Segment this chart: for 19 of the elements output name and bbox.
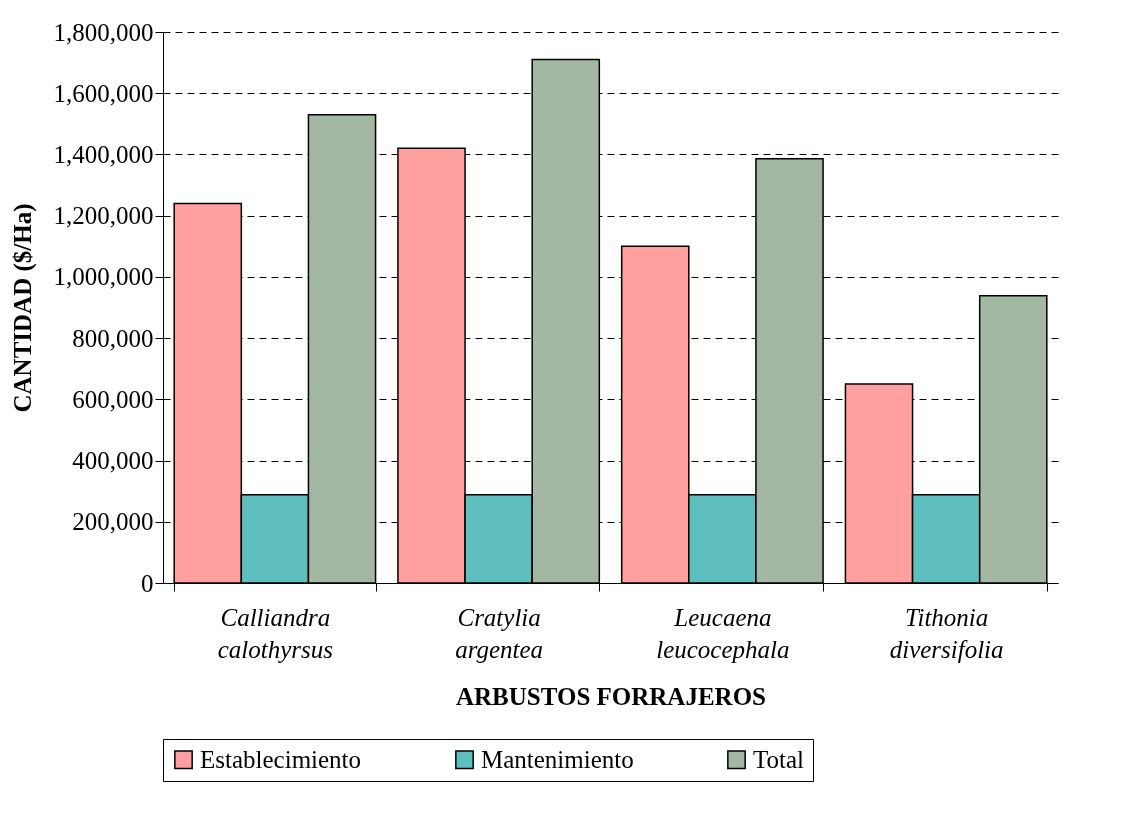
y-tick-label: 1,600,000	[53, 79, 154, 107]
y-tick-label: 1,400,000	[53, 140, 154, 168]
y-tick-label: 0	[141, 569, 154, 597]
legend-label: Mantenimiento	[481, 745, 634, 773]
x-tick-label: Leucaena leucocephala	[656, 603, 790, 663]
y-tick-label: 1,800,000	[53, 18, 154, 46]
y-tick-label: 1,200,000	[53, 202, 154, 230]
x-axis-title: ARBUSTOS FORRAJEROS	[455, 682, 767, 710]
y-tick-label: 600,000	[72, 385, 154, 413]
y-tick-label: 1,000,000	[53, 263, 154, 291]
x-tick-label: Cratylia argentea	[455, 603, 544, 663]
x-tick-label: Tithonia diversifolia	[889, 603, 1004, 663]
y-tick-label: 200,000	[72, 508, 154, 536]
y-tick-label: 800,000	[72, 324, 154, 352]
legend-label: Total	[753, 745, 805, 773]
x-tick-label: Calliandra calothyrsus	[217, 603, 334, 663]
legend-label: Establecimiento	[200, 745, 362, 773]
y-axis-title: CANTIDAD ($/Ha)	[8, 203, 37, 413]
y-tick-label: 400,000	[72, 447, 154, 475]
